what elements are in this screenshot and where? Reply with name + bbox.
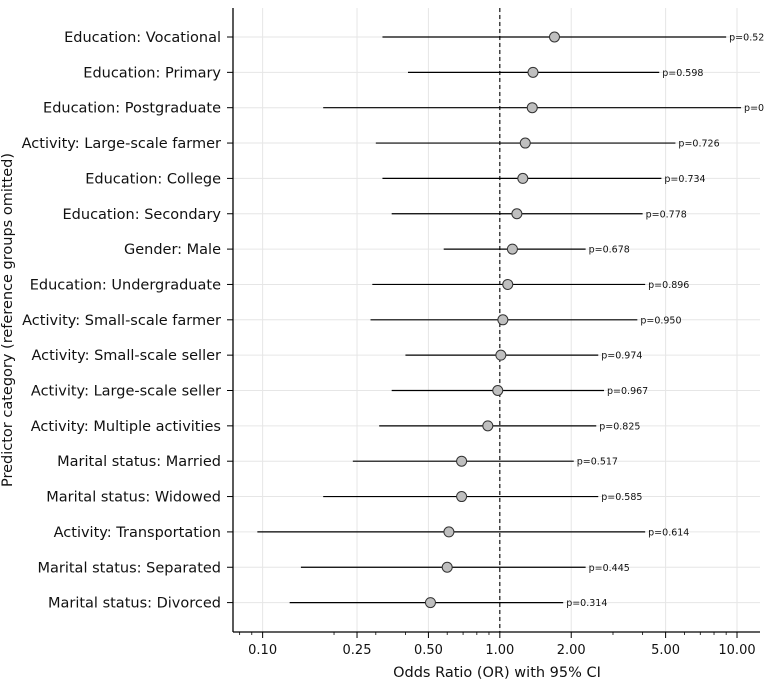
- y-tick-label: Activity: Transportation: [54, 525, 221, 541]
- y-tick-label: Marital status: Divorced: [48, 596, 221, 612]
- p-value-label: p=0.974: [601, 351, 642, 362]
- y-tick-label: Activity: Small-scale seller: [31, 348, 221, 364]
- or-point: [424, 597, 436, 609]
- axes: [227, 8, 760, 638]
- p-value-label: p=0.614: [648, 527, 689, 538]
- y-tick-label: Activity: Large-scale seller: [31, 384, 221, 400]
- or-point: [526, 102, 538, 114]
- y-tick-label: Education: College: [85, 171, 221, 187]
- y-tick-labels: Education: Vocational Education: Primary E…: [22, 30, 222, 612]
- x-tick-label: 2.00: [557, 643, 586, 658]
- p-value-label: p=0.745: [744, 103, 764, 114]
- y-tick-label: Education: Postgraduate: [43, 101, 221, 117]
- p-value-label: p=0.778: [646, 209, 687, 220]
- or-point: [511, 208, 523, 220]
- odds-ratio-points: [424, 31, 560, 609]
- p-value-label: p=0.825: [599, 421, 640, 432]
- x-tick-label: 5.00: [651, 643, 680, 658]
- or-point: [492, 385, 504, 396]
- x-tick-label: 0.25: [343, 643, 372, 658]
- p-value-labels: p=0.525 p=0.598 p=0.745 p=0.726 p=0.734 p=0.7…: [566, 33, 764, 610]
- x-tick-label: 0.50: [414, 643, 443, 658]
- y-tick-label: Gender: Male: [124, 242, 221, 258]
- p-value-label: p=0.967: [607, 386, 648, 397]
- or-point: [548, 31, 560, 43]
- or-point: [497, 314, 509, 326]
- p-value-label: p=0.734: [664, 174, 705, 185]
- or-point: [495, 349, 507, 361]
- y-tick-label: Activity: Multiple activities: [31, 419, 221, 435]
- y-tick-label: Marital status: Widowed: [46, 490, 221, 506]
- y-axis-title: Predictor category (reference groups omi…: [0, 153, 16, 487]
- y-tick-label: Education: Primary: [83, 65, 221, 81]
- y-tick-label: Activity: Small-scale farmer: [22, 313, 221, 329]
- y-tick-label: Education: Undergraduate: [30, 277, 221, 293]
- x-tick-label: 10.00: [718, 643, 755, 658]
- p-value-label: p=0.678: [589, 245, 630, 256]
- p-value-label: p=0.896: [648, 280, 689, 291]
- x-tick-labels: 0.10 0.25 0.50 1.00 2.00 5.00 10.00: [248, 643, 755, 658]
- y-tick-label: Activity: Large-scale farmer: [22, 136, 221, 152]
- p-value-label: p=0.445: [589, 563, 630, 574]
- p-value-label: p=0.314: [566, 598, 607, 609]
- or-point: [443, 526, 455, 538]
- or-point: [506, 243, 518, 255]
- or-point: [456, 491, 468, 503]
- or-point: [527, 66, 539, 78]
- or-point: [517, 172, 529, 184]
- x-tick-label: 0.10: [248, 643, 277, 658]
- x-tick-label: 1.00: [485, 643, 514, 658]
- or-point: [502, 278, 514, 290]
- p-value-label: p=0.517: [577, 457, 618, 468]
- p-value-label: p=0.726: [678, 139, 719, 150]
- y-tick-label: Marital status: Married: [57, 454, 221, 470]
- y-tick-label: Education: Secondary: [63, 207, 222, 223]
- p-value-label: p=0.598: [662, 68, 703, 79]
- p-value-label: p=0.525: [729, 33, 764, 44]
- y-tick-label: Education: Vocational: [64, 30, 221, 46]
- or-point: [482, 420, 494, 432]
- p-value-label: p=0.950: [640, 315, 681, 326]
- p-value-label: p=0.585: [601, 492, 642, 503]
- or-point: [519, 137, 531, 149]
- x-axis-title: Odds Ratio (OR) with 95% CI: [393, 665, 601, 681]
- y-tick-label: Marital status: Separated: [37, 560, 221, 576]
- or-point: [456, 455, 468, 467]
- or-point: [441, 561, 453, 573]
